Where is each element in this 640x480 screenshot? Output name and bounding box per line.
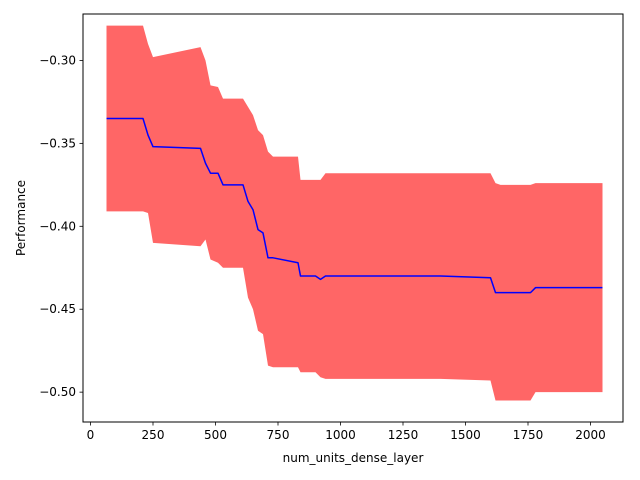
x-tick-label: 1750 bbox=[513, 428, 544, 442]
plot-area bbox=[106, 25, 603, 401]
x-tick-label: 1500 bbox=[450, 428, 481, 442]
y-tick-label: −0.35 bbox=[39, 136, 76, 150]
x-axis: 0 250 500 750 1000 1250 1500 1750 2000 bbox=[87, 422, 606, 442]
series-line bbox=[106, 117, 603, 294]
y-axis-label: Performance bbox=[14, 180, 28, 256]
x-tick-label: 1000 bbox=[325, 428, 356, 442]
x-tick-label: 250 bbox=[142, 428, 165, 442]
y-axis: −0.30 −0.35 −0.40 −0.45 −0.50 bbox=[39, 53, 83, 399]
y-tick-label: −0.50 bbox=[39, 385, 76, 399]
x-tick-label: 0 bbox=[87, 428, 95, 442]
y-tick-label: −0.30 bbox=[39, 53, 76, 67]
x-axis-label: num_units_dense_layer bbox=[283, 451, 424, 465]
plot-frame bbox=[82, 13, 624, 423]
x-tick-label: 750 bbox=[267, 428, 290, 442]
x-tick-label: 500 bbox=[204, 428, 227, 442]
confidence-band bbox=[106, 25, 603, 401]
y-tick-label: −0.45 bbox=[39, 302, 76, 316]
y-tick-label: −0.40 bbox=[39, 219, 76, 233]
x-tick-label: 2000 bbox=[575, 428, 606, 442]
x-tick-label: 1250 bbox=[388, 428, 419, 442]
